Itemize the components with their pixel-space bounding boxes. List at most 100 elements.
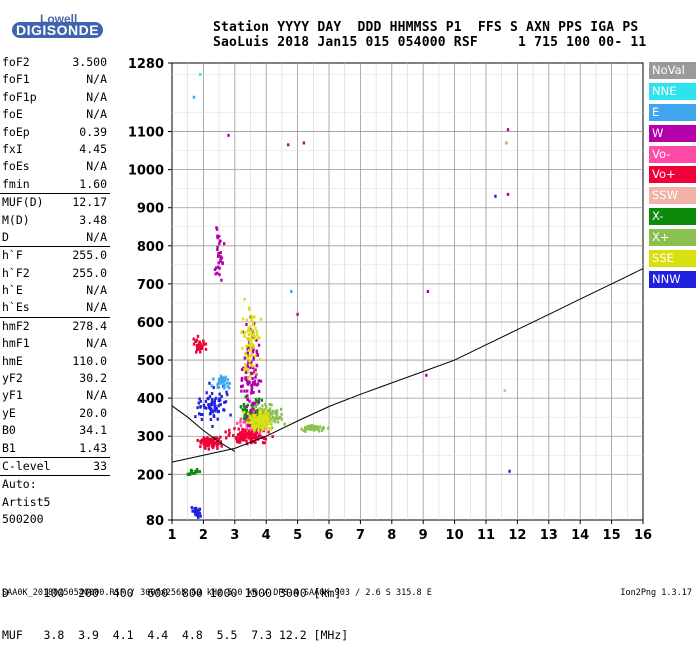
echo-point (252, 390, 255, 394)
x-tick-label: 2 (199, 528, 208, 543)
echo-point (233, 168, 236, 172)
parameter-row: foF2 3.500 (0, 54, 110, 71)
echo-point (256, 425, 259, 429)
parameter-name: hmF2 (2, 318, 30, 333)
echo-point (259, 419, 263, 423)
parameter-value: N/A (86, 300, 107, 315)
echo-point (300, 427, 303, 431)
echo-point (217, 265, 220, 269)
parameter-value: 20.0 (79, 405, 107, 420)
echo-point (196, 514, 200, 518)
echo-point (257, 419, 260, 423)
echo-point (253, 354, 257, 358)
echo-point (245, 439, 248, 443)
echo-point (225, 390, 228, 394)
echo-point (215, 227, 219, 231)
echo-point (207, 444, 210, 448)
echo-point (257, 400, 261, 404)
echo-point (194, 469, 197, 473)
echo-point (210, 400, 214, 404)
echo-point (216, 442, 220, 446)
echo-point (242, 417, 246, 421)
parameter-name: foF1p (2, 89, 37, 104)
echo-point (242, 420, 245, 424)
echo-point (229, 413, 232, 417)
echo-point (252, 348, 255, 352)
echo-point (274, 411, 277, 415)
echo-point (240, 433, 244, 437)
panel-separator (0, 456, 110, 458)
echo-point (241, 437, 244, 441)
echo-point (246, 394, 249, 398)
echo-point (207, 447, 210, 451)
echo-point (266, 412, 270, 416)
echo-point (243, 414, 246, 418)
parameter-value: N/A (86, 336, 107, 351)
echo-point (249, 347, 252, 351)
echo-point (213, 405, 217, 409)
echo-point (267, 416, 270, 420)
echo-point (204, 438, 207, 442)
echo-point (245, 408, 249, 412)
parameter-row: C-level 33 (0, 458, 110, 475)
echo-point (196, 515, 200, 519)
echo-point (204, 399, 208, 403)
echo-point (268, 408, 271, 412)
echo-point (508, 469, 511, 473)
echo-point (240, 376, 244, 380)
echo-point (237, 440, 241, 444)
echo-point (312, 427, 315, 431)
echo-point (213, 398, 216, 402)
echo-point (220, 278, 223, 282)
echo-point (207, 403, 211, 407)
echo-point (202, 343, 205, 347)
echo-point (257, 417, 261, 421)
header-labels: Station YYYY DAY DDD HHMMSS P1 FFS S AXN… (213, 20, 639, 35)
echo-point (210, 391, 214, 395)
echo-point (198, 340, 201, 344)
echo-point (257, 433, 261, 437)
echo-point (290, 290, 293, 293)
echo-point (265, 417, 268, 421)
parameter-value: 12.17 (72, 195, 107, 210)
echo-point (249, 420, 252, 424)
echo-point (251, 364, 254, 368)
echo-point (252, 407, 255, 411)
echo-point (199, 405, 202, 409)
echo-point (261, 404, 264, 408)
x-tick-label: 12 (508, 528, 526, 543)
echo-point (251, 315, 255, 319)
parameter-name: hmE (2, 353, 23, 368)
echo-point (199, 399, 202, 403)
echo-point (205, 443, 208, 447)
echo-point (240, 330, 243, 334)
parameter-row: B1 1.43 (0, 440, 110, 457)
echo-point (255, 338, 258, 342)
muf-row: MUF 3.8 3.9 4.1 4.4 4.8 5.5 7.3 12.2 [MH… (2, 628, 349, 642)
echo-point (264, 402, 267, 406)
echo-point (246, 365, 249, 369)
echo-point (224, 375, 227, 379)
legend-item-nnw: NNW (649, 270, 696, 288)
echo-point (273, 420, 277, 424)
echo-point (219, 239, 222, 243)
echo-point (245, 366, 248, 370)
echo-point (237, 427, 240, 431)
echo-point (206, 436, 209, 440)
echo-point (198, 412, 201, 416)
echo-point (228, 431, 231, 435)
legend-item-xminus: X+ (649, 229, 696, 247)
parameter-name: h`E (2, 283, 23, 298)
parameter-row: hmF1 N/A (0, 335, 110, 352)
echo-point (259, 426, 262, 430)
echo-point (265, 405, 268, 409)
echo-point (318, 425, 322, 429)
parameter-name: foF1 (2, 72, 30, 87)
echo-point (219, 251, 222, 255)
y-tick-label: 1000 (128, 164, 164, 179)
echo-point (196, 345, 199, 349)
echo-point (260, 414, 264, 418)
echo-point (190, 469, 194, 473)
echo-point (213, 400, 216, 404)
echo-point (276, 416, 280, 420)
